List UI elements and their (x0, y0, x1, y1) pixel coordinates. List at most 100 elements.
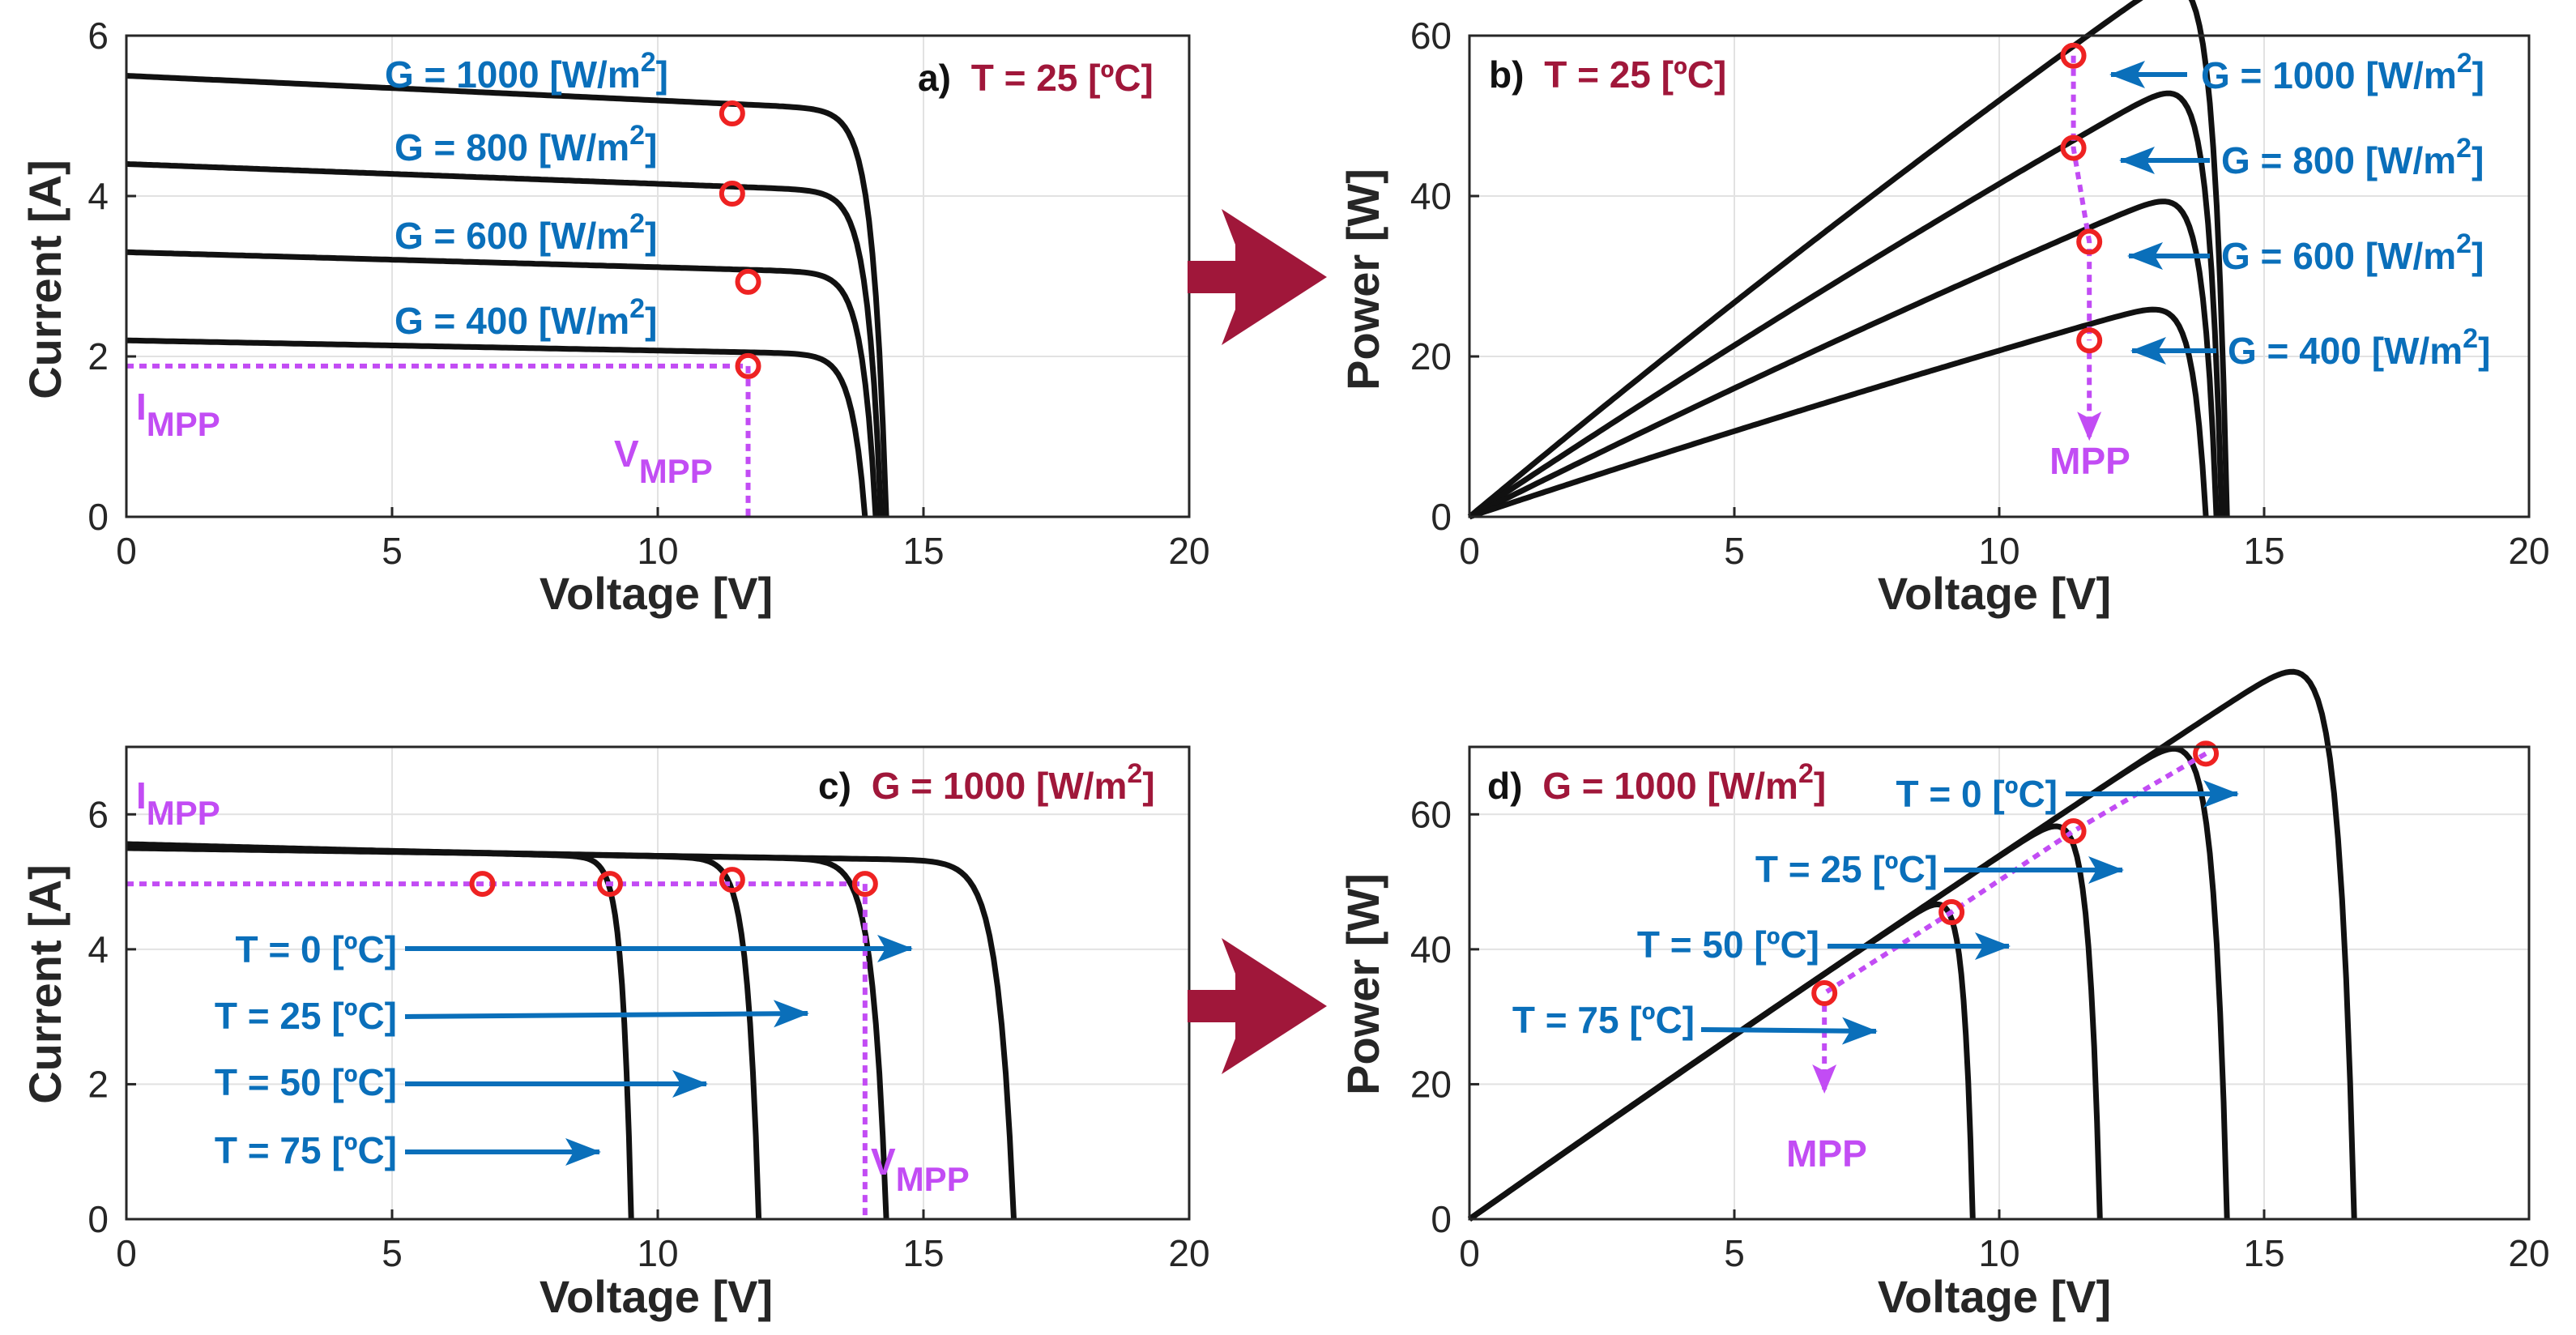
x-tick-label: 20 (1168, 1232, 1209, 1274)
y-tick-label: 60 (1410, 15, 1452, 57)
panel-d-curves (1467, 668, 2357, 1222)
panel-d-label-t25: T = 25 [ºC] (1755, 848, 1938, 890)
x-tick-label: 0 (116, 1232, 137, 1274)
series-line-3 (126, 337, 868, 518)
mpp-marker (2076, 228, 2103, 255)
y-tick-label: 2 (87, 1063, 109, 1105)
mpp-marker (2060, 134, 2087, 161)
y-tick-label: 60 (1410, 793, 1452, 835)
panel-d-mpp-markers (1811, 740, 2220, 1006)
panel-a-mpp-markers (719, 100, 761, 379)
panel-c-vmpp-label: VMPP (871, 1141, 970, 1198)
y-tick-label: 0 (1431, 496, 1452, 538)
panel-c: 0 5 10 15 20 0 2 4 6 Voltage [V] Current [A] c) … (19, 745, 1210, 1322)
mpp-trace-line (2071, 55, 2092, 341)
series-line-1 (1468, 90, 2225, 519)
x-tick-label: 10 (1978, 1232, 2019, 1274)
y-tick-label: 0 (87, 1198, 109, 1240)
panel-a-ticks: 0 5 10 15 20 0 2 4 6 (87, 15, 1209, 572)
panel-d-letter: d) (1487, 765, 1522, 807)
panel-c-condition: c) G = 1000 [W/m2] (818, 758, 1155, 807)
x-tick-label: 20 (2508, 1232, 2549, 1274)
series-line-3 (1467, 902, 1976, 1222)
series-line-2 (126, 249, 879, 518)
x-tick-label: 5 (382, 1232, 403, 1274)
x-tick-label: 0 (1459, 1232, 1480, 1274)
mpp-marker (719, 181, 745, 207)
x-tick-label: 15 (902, 1232, 944, 1274)
panel-b-curves (1467, 0, 2230, 520)
y-tick-label: 0 (1431, 1198, 1452, 1240)
mpp-marker (735, 352, 761, 379)
panel-d: 0 5 10 15 20 0 20 40 60 Voltage [V] Power [W] d)… (1337, 668, 2550, 1322)
mpp-marker (2076, 327, 2103, 354)
panel-d-xlabel: Voltage [V] (1878, 1271, 2111, 1322)
panel-b: 0 5 10 15 20 0 20 40 60 Voltage [V] Power [W] b)… (1337, 0, 2550, 619)
mpp-marker (1811, 979, 1838, 1006)
y-tick-label: 6 (87, 793, 109, 835)
transition-arrow-top (1188, 209, 1327, 345)
panel-a-label-g800: G = 800 [W/m2] (395, 120, 657, 168)
series-line-1 (126, 160, 884, 518)
panel-c-label-t25: T = 25 [ºC] (215, 995, 397, 1037)
panel-a-impp-label: IMPP (136, 386, 220, 443)
x-tick-label: 10 (637, 530, 678, 572)
y-tick-label: 0 (87, 496, 109, 538)
panel-c-curves (126, 841, 1017, 1220)
x-tick-label: 20 (2508, 530, 2549, 572)
panel-a-grid (126, 36, 1189, 517)
panel-b-frame (1468, 34, 2531, 518)
series-line-2 (1468, 198, 2220, 520)
mpp-marker (735, 268, 761, 295)
y-tick-label: 20 (1410, 1063, 1452, 1105)
panel-a-letter: a) (918, 57, 951, 99)
panel-b-mpp-label: MPP (2049, 440, 2130, 482)
panel-c-mpp-markers (469, 867, 878, 898)
mpp-marker (719, 100, 745, 127)
panel-d-condition: d) G = 1000 [W/m2] (1487, 758, 1826, 807)
panel-b-xlabel: Voltage [V] (1878, 568, 2111, 619)
panel-a-label-g1000: G = 1000 [W/m2] (385, 47, 668, 96)
x-tick-label: 15 (902, 530, 944, 572)
x-tick-label: 0 (116, 530, 137, 572)
y-tick-label: 40 (1410, 175, 1452, 217)
panel-c-frame (125, 745, 1191, 1221)
panel-a-label-g400: G = 400 [W/m2] (395, 293, 657, 342)
x-tick-label: 15 (2243, 530, 2284, 572)
y-tick-label: 20 (1410, 335, 1452, 377)
mpp-marker (1938, 899, 1965, 926)
panel-b-mpp-guides (2071, 55, 2102, 441)
panel-a-ylabel: Current [A] (19, 160, 70, 399)
panel-c-label-t75: T = 75 [ºC] (215, 1129, 397, 1171)
x-tick-label: 10 (637, 1232, 678, 1274)
panel-b-label-g800: G = 800 [W/m2] (2221, 133, 2484, 181)
panel-a-condition: a) T = 25 [ºC] (918, 57, 1154, 99)
panel-b-condition-text: T = 25 [ºC] (1544, 53, 1726, 96)
panel-d-ylabel: Power [W] (1337, 873, 1388, 1095)
panel-a: 0 5 10 15 20 0 2 4 6 Voltage [V] Current [A] a) … (19, 15, 1210, 619)
panel-b-label-g1000: G = 1000 [W/m2] (2201, 48, 2484, 96)
x-tick-label: 5 (1724, 530, 1745, 572)
panel-c-xlabel: Voltage [V] (540, 1271, 773, 1322)
x-tick-label: 10 (1978, 530, 2019, 572)
panel-a-label-g600: G = 600 [W/m2] (395, 208, 657, 257)
mpp-marker (2060, 42, 2087, 69)
panel-b-letter: b) (1489, 53, 1524, 96)
panel-d-arrow-t75 (1700, 1017, 1878, 1045)
panel-b-label-g600: G = 600 [W/m2] (2221, 228, 2484, 277)
mpp-marker (2060, 818, 2087, 845)
x-tick-label: 5 (382, 530, 403, 572)
y-tick-label: 40 (1410, 928, 1452, 970)
panel-b-label-g400: G = 400 [W/m2] (2228, 323, 2490, 372)
mpp-marker (851, 871, 878, 898)
panel-b-mpp-markers (2060, 42, 2103, 354)
y-tick-label: 2 (87, 335, 109, 377)
mpp-marker (469, 871, 496, 898)
x-tick-label: 20 (1168, 530, 1209, 572)
panel-d-grid (1469, 747, 2529, 1219)
series-line-0 (126, 73, 889, 518)
panel-b-condition: b) T = 25 [ºC] (1489, 53, 1726, 96)
panel-d-label-t75: T = 75 [ºC] (1512, 999, 1695, 1041)
panel-a-vmpp-label: VMPP (614, 433, 713, 490)
